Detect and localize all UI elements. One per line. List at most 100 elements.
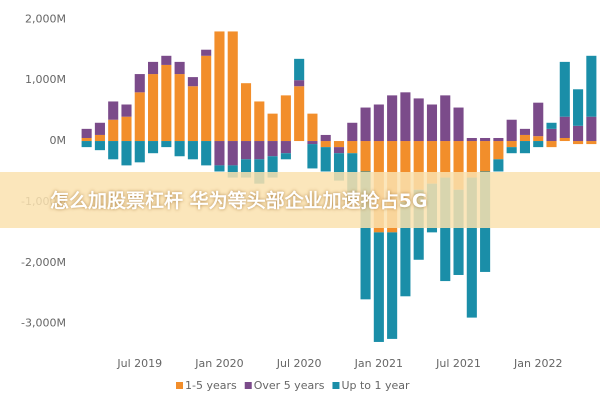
bar-segment bbox=[333, 141, 345, 148]
legend-label: Up to 1 year bbox=[341, 379, 410, 392]
bar-segment bbox=[81, 128, 92, 138]
bar-segment bbox=[573, 141, 584, 145]
bar-segment bbox=[333, 147, 345, 154]
bar-segment bbox=[267, 113, 278, 142]
bar-segment bbox=[440, 177, 451, 282]
bar-segment bbox=[280, 141, 291, 154]
banner-text: 怎么加股票杠杆 华为等头部企业加速抢占5G bbox=[50, 190, 428, 212]
bar-segment bbox=[81, 141, 92, 148]
bar-segment bbox=[413, 98, 424, 142]
bar-segment bbox=[387, 95, 398, 142]
bar-segment bbox=[320, 147, 331, 172]
bar-segment bbox=[280, 95, 291, 142]
bar-segment bbox=[294, 80, 305, 87]
bar-segment bbox=[294, 58, 305, 81]
bar-segment bbox=[559, 61, 570, 117]
bar-segment bbox=[240, 83, 252, 142]
bar-segment bbox=[453, 141, 464, 190]
bar-segment bbox=[519, 128, 530, 135]
bar-segment bbox=[493, 159, 504, 172]
bar-segment bbox=[201, 55, 212, 142]
bar-segment bbox=[546, 128, 557, 142]
bar-segment bbox=[586, 116, 597, 142]
bar-segment bbox=[453, 107, 464, 142]
bar-segment bbox=[533, 141, 544, 148]
bar-segment bbox=[360, 171, 371, 300]
bar-segment bbox=[347, 141, 358, 154]
bar-segment bbox=[400, 92, 411, 142]
bar-segment bbox=[240, 159, 252, 178]
bar-segment bbox=[94, 134, 105, 142]
bar-segment bbox=[94, 141, 105, 151]
bar-segment bbox=[121, 116, 132, 142]
bar-segment bbox=[267, 156, 278, 178]
bar-segment bbox=[360, 141, 371, 172]
bar-segment bbox=[453, 189, 464, 275]
bar-segment bbox=[546, 141, 557, 148]
bar-segment bbox=[559, 116, 570, 138]
x-tick-label: Jul 2019 bbox=[116, 357, 162, 370]
bar-segment bbox=[307, 141, 318, 145]
bar-segment bbox=[373, 104, 384, 142]
bar-segment bbox=[466, 141, 477, 178]
y-tick-label: -2,000M bbox=[21, 256, 66, 269]
bar-segment bbox=[201, 141, 212, 166]
bar-segment bbox=[360, 107, 371, 142]
bar-segment bbox=[108, 141, 119, 160]
bar-segment bbox=[148, 74, 159, 142]
bar-segment bbox=[134, 141, 145, 163]
bar-segment bbox=[174, 61, 185, 75]
bar-segment bbox=[586, 55, 597, 117]
bar-segment bbox=[307, 113, 318, 142]
x-tick-label: Jan 2020 bbox=[194, 357, 243, 370]
bar-segment bbox=[227, 141, 238, 166]
bar-segment bbox=[573, 125, 584, 142]
bar-segment bbox=[108, 119, 119, 142]
bar-segment bbox=[506, 147, 517, 154]
bar-segment bbox=[573, 89, 584, 126]
x-tick-label: Jul 2020 bbox=[276, 357, 322, 370]
bar-segment bbox=[466, 177, 477, 318]
bar-segment bbox=[187, 77, 198, 87]
bar-segment bbox=[227, 31, 238, 142]
bar-segment bbox=[519, 134, 530, 142]
bar-segment bbox=[373, 232, 384, 342]
y-tick-label: 0M bbox=[50, 134, 67, 147]
bar-segment bbox=[440, 95, 451, 142]
bar-segment bbox=[148, 141, 159, 154]
bar-segment bbox=[161, 141, 172, 148]
bar-segment bbox=[280, 153, 291, 160]
bar-segment bbox=[187, 141, 198, 160]
bar-segment bbox=[347, 122, 358, 142]
bar-segment bbox=[586, 141, 597, 145]
bar-segment bbox=[493, 141, 504, 160]
bar-segment bbox=[294, 86, 305, 142]
bar-segment bbox=[201, 49, 212, 56]
bar-segment bbox=[533, 102, 544, 137]
x-tick-label: Jan 2021 bbox=[354, 357, 403, 370]
bar-segment bbox=[320, 141, 331, 148]
bar-segment bbox=[240, 141, 252, 160]
bar-segment bbox=[519, 141, 530, 154]
bar-segment bbox=[174, 74, 185, 142]
bar-segment bbox=[108, 101, 119, 120]
bar-segment bbox=[466, 137, 477, 142]
bar-segment bbox=[81, 137, 92, 142]
bar-segment bbox=[400, 141, 411, 202]
legend-marker bbox=[176, 382, 183, 389]
bar-segment bbox=[254, 159, 265, 184]
bar-segment bbox=[493, 137, 504, 142]
x-tick-label: Jul 2021 bbox=[435, 357, 481, 370]
bar-segment bbox=[413, 141, 424, 190]
bar-segment bbox=[214, 165, 225, 172]
y-tick-label: -3,000M bbox=[21, 317, 66, 330]
bar-segment bbox=[134, 74, 145, 93]
bar-segment bbox=[254, 141, 265, 160]
bar-segment bbox=[480, 141, 491, 172]
x-tick-label: Jan 2022 bbox=[513, 357, 562, 370]
bar-segment bbox=[161, 64, 172, 142]
bar-segment bbox=[214, 31, 225, 142]
bar-segment bbox=[400, 201, 411, 297]
bar-segment bbox=[506, 119, 517, 142]
bar-segment bbox=[121, 104, 132, 117]
